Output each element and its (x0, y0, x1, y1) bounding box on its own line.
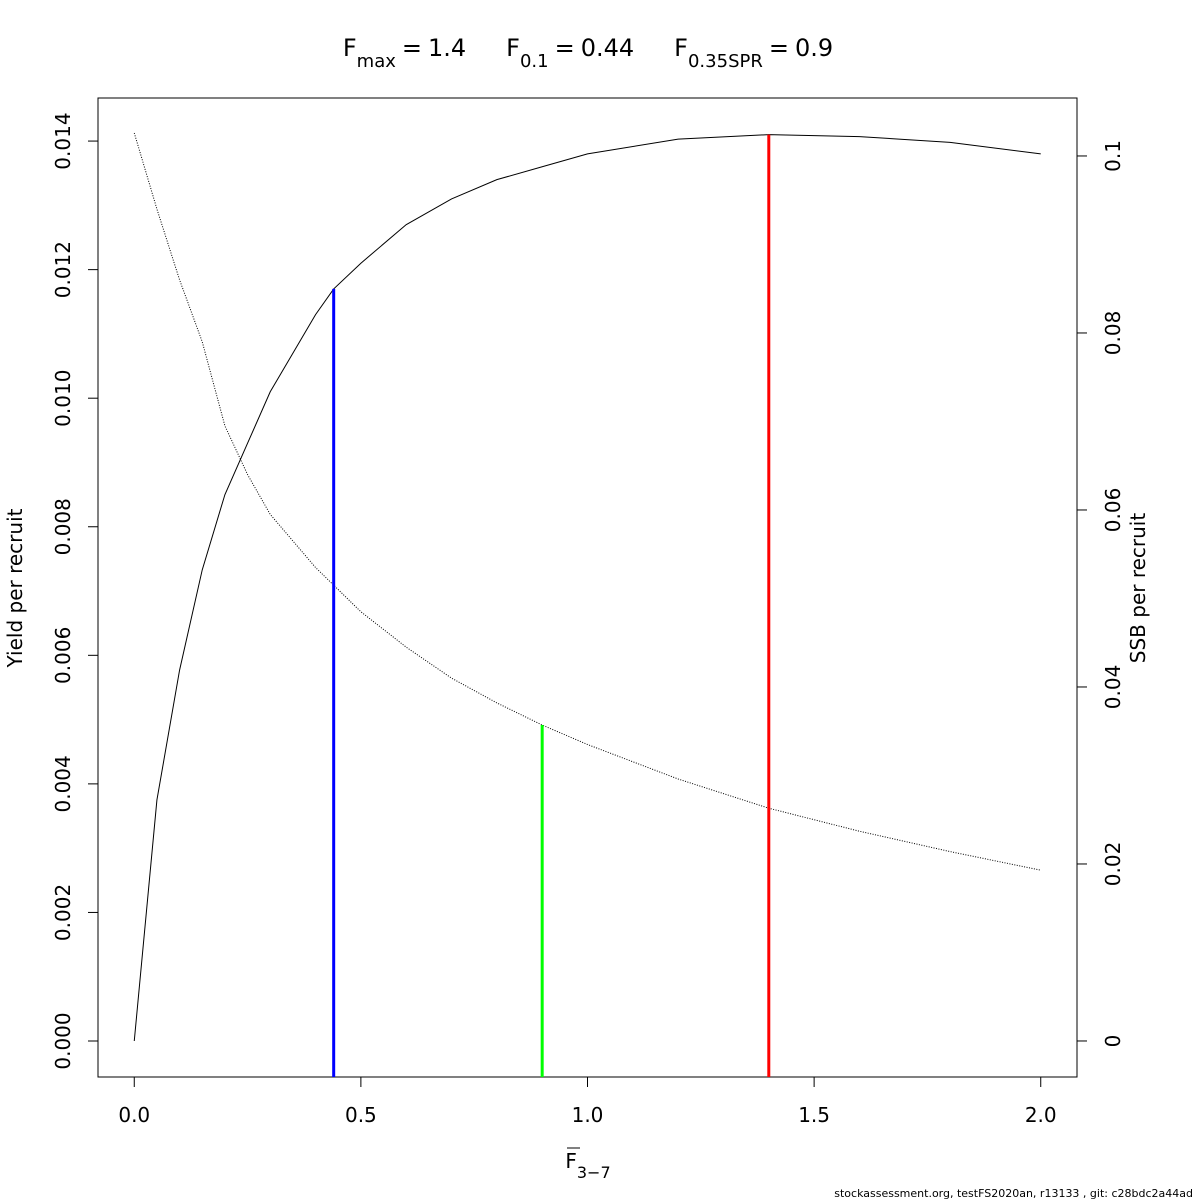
title-subscript: max (357, 51, 397, 72)
y-tick-label: 0.010 (51, 370, 75, 427)
y-tick-label: 0.000 (51, 1012, 75, 1069)
plot-frame (97, 97, 1078, 1078)
title-symbol: F (674, 34, 688, 62)
x-tick-label: 1.5 (798, 1103, 830, 1127)
title-value: 1.4 (428, 34, 466, 62)
title-equals: = (402, 34, 422, 62)
title-equals: = (555, 34, 575, 62)
y-tick-label: 0.008 (51, 498, 75, 555)
y-axis-label: Yield per recruit (3, 508, 27, 668)
y-tick-label: 0.012 (51, 241, 75, 298)
series-line (133, 134, 1041, 1042)
y2-tick-label: 0.1 (1101, 140, 1125, 172)
title-symbol: F (506, 34, 520, 62)
y2-tick-label: 0.08 (1101, 311, 1125, 356)
series-line (133, 132, 1041, 871)
y2-tick-label: 0.04 (1101, 665, 1125, 710)
x-label-symbol: F (565, 1149, 577, 1173)
y-tick-label: 0.006 (51, 627, 75, 684)
title-symbol: F (343, 34, 357, 62)
y-tick-label: 0.014 (51, 112, 75, 169)
chart-title: Fmax = 1.4 F0.1 = 0.44 F0.35SPR = 0.9 (343, 34, 833, 72)
title-subscript: 0.35SPR (688, 51, 763, 72)
y-tick-label: 0.004 (51, 755, 75, 812)
x-label-subscript: 3−7 (577, 1163, 611, 1182)
title-value: 0.9 (795, 34, 833, 62)
title-value: 0.44 (581, 34, 634, 62)
title-equals: = (769, 34, 789, 62)
y-tick-label: 0.002 (51, 884, 75, 941)
y2-tick-label: 0.02 (1101, 842, 1125, 887)
x-axis-label: F3−7 (565, 1149, 610, 1182)
y2-axis-label: SSB per recruit (1126, 513, 1150, 664)
y2-tick-label: 0 (1101, 1035, 1125, 1048)
y2-tick-label: 0.06 (1101, 488, 1125, 533)
x-tick-label: 0.0 (118, 1103, 150, 1127)
title-subscript: 0.1 (520, 51, 549, 72)
x-tick-label: 1.0 (572, 1103, 604, 1127)
footer: stockassessment.org, testFS2020an, r1313… (834, 1187, 1193, 1200)
x-tick-label: 0.5 (345, 1103, 377, 1127)
x-tick-label: 2.0 (1025, 1103, 1057, 1127)
